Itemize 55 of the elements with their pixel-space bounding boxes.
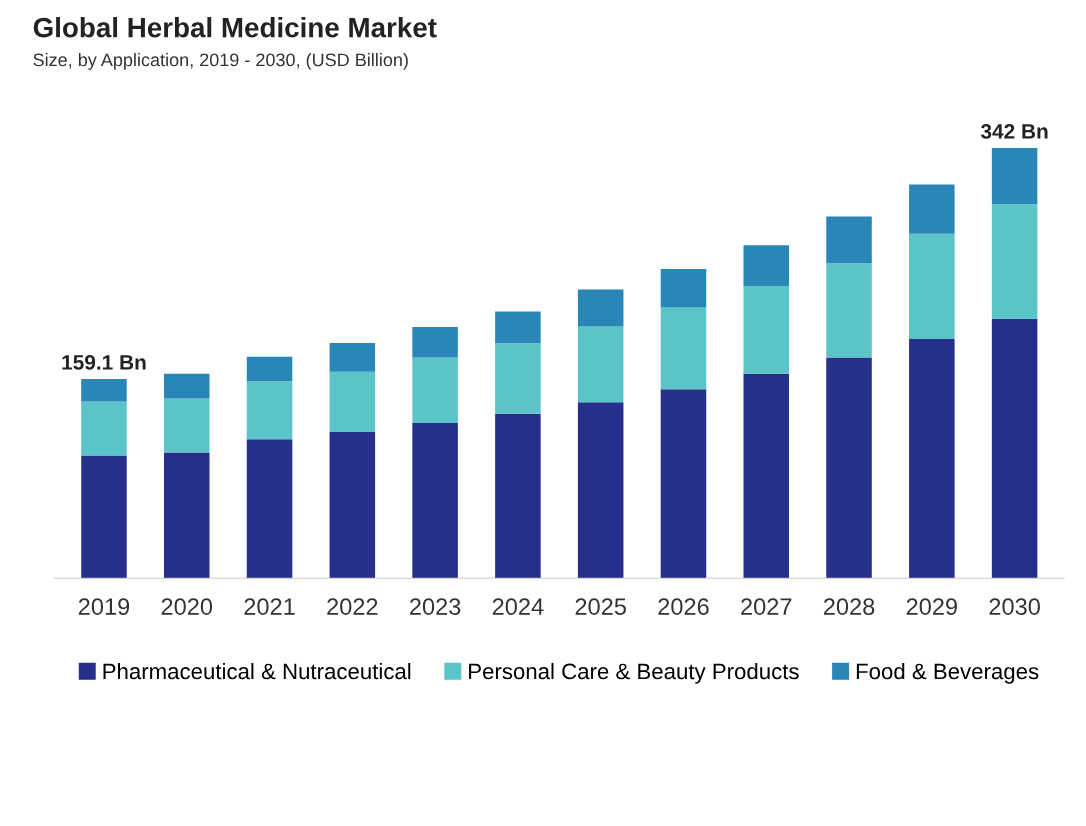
- chart-subtitle: Size, by Application, 2019 - 2030, (USD Billion): [33, 53, 408, 70]
- chart-title: Global Herbal Medicine Market: [33, 17, 437, 38]
- bar: [826, 216, 872, 264]
- x-tick-label: 2028: [823, 598, 875, 615]
- bar: [660, 307, 707, 390]
- bar: [329, 431, 376, 579]
- bar: [81, 379, 127, 402]
- bar: [577, 402, 624, 579]
- x-tick-label: 2026: [658, 598, 709, 615]
- bar: [246, 356, 293, 382]
- bar: [991, 148, 1038, 205]
- bar: [991, 318, 1038, 579]
- x-tick-label: 2022: [327, 598, 378, 615]
- x-tick-label: 2024: [492, 598, 544, 615]
- x-tick-label: 2025: [575, 598, 626, 615]
- bar: [495, 311, 541, 344]
- bar: [246, 381, 293, 440]
- bar: [329, 371, 376, 432]
- bar: [577, 326, 624, 403]
- bar: [412, 422, 458, 579]
- x-tick-label: 2029: [906, 598, 957, 615]
- bar: [412, 326, 458, 358]
- bar: [246, 439, 293, 579]
- bar: [81, 401, 127, 456]
- x-tick-label: 2023: [410, 598, 461, 615]
- bar: [743, 373, 790, 579]
- x-tick-label: 2019: [78, 598, 130, 615]
- annotation: 342 Bn: [980, 123, 1048, 139]
- bar: [495, 413, 541, 579]
- bar: [495, 343, 541, 414]
- x-tick-label: 2027: [741, 598, 792, 615]
- bar: [909, 233, 955, 340]
- bar: [660, 268, 707, 308]
- bar: [826, 263, 872, 358]
- bar: [743, 245, 790, 287]
- bar: [577, 289, 624, 327]
- bar: [909, 339, 955, 579]
- bar: [743, 286, 790, 374]
- bar: [991, 204, 1038, 319]
- bar: [163, 452, 210, 579]
- bar: [826, 357, 872, 579]
- legend-label: Food & Beverages: [856, 662, 1039, 684]
- bar: [660, 389, 707, 579]
- x-tick-label: 2021: [244, 598, 295, 615]
- x-tick-label: 2030: [989, 598, 1040, 615]
- bar: [329, 342, 376, 372]
- bar: [163, 373, 210, 399]
- bar: [163, 398, 210, 453]
- bar: [909, 184, 955, 234]
- bar: [81, 455, 127, 579]
- legend-label: Personal Care & Beauty Products: [469, 662, 799, 684]
- x-tick-label: 2020: [161, 598, 213, 615]
- legend-label: Pharmaceutical & Nutraceutical: [103, 662, 411, 680]
- annotation: 159.1 Bn: [62, 354, 146, 370]
- bar: [412, 357, 458, 423]
